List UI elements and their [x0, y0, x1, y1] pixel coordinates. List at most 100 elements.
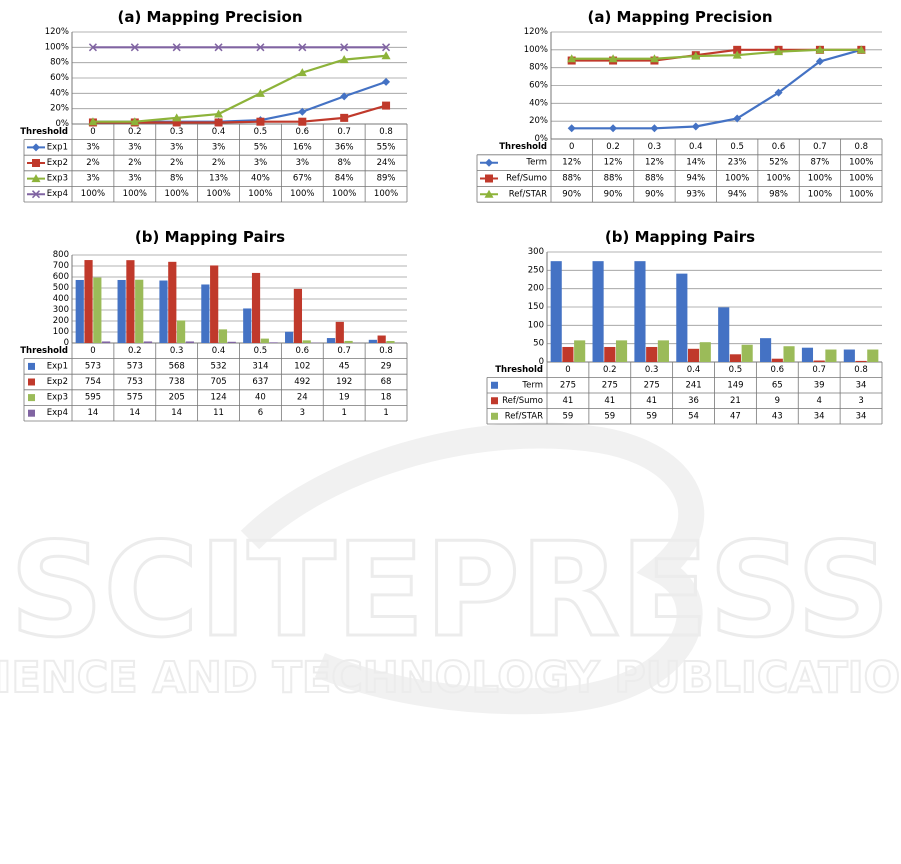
x-tick-label: 0.4 [212, 346, 226, 356]
data-point [382, 77, 391, 86]
data-point [340, 113, 349, 122]
legend-entry: Exp3 [28, 393, 68, 403]
data-point [381, 51, 391, 60]
table-header-threshold: Threshold [20, 127, 68, 137]
chart-title: (a) Mapping Precision [117, 8, 303, 26]
watermark-brand: SCITEPRESS [10, 514, 890, 666]
legend-label: Exp4 [47, 408, 68, 418]
legend-label: Ref/Sumo [502, 396, 543, 406]
bar [293, 288, 303, 343]
y-tick-label: 150 [528, 302, 544, 312]
bar [801, 347, 814, 362]
legend-marker [484, 189, 494, 198]
data-label: 93% [686, 189, 705, 199]
data-point [130, 43, 139, 52]
series-Exp1 [75, 279, 377, 343]
data-label: 8% [170, 174, 184, 184]
data-label: 4 [816, 396, 821, 406]
bar [227, 341, 236, 343]
legend-entry: Exp4 [28, 408, 68, 418]
data-label: 100% [81, 189, 105, 199]
x-tick-label: 0.6 [772, 142, 786, 152]
data-label: 19 [339, 393, 350, 403]
data-label: 3% [170, 142, 184, 152]
data-point [650, 124, 659, 133]
data-label: 102 [294, 361, 310, 371]
x-tick-label: 0 [90, 346, 95, 356]
data-point [256, 117, 265, 126]
x-tick-label: 0 [90, 127, 95, 137]
data-label: 5% [254, 142, 268, 152]
data-label: 14 [88, 408, 99, 418]
x-tick-label: 0.8 [379, 127, 393, 137]
panel-pairs-right: (b) Mapping Pairs 0 50 100 150 200 250 300 Thre… [475, 226, 885, 432]
data-label: 6 [258, 408, 263, 418]
bar [269, 342, 278, 343]
bar [159, 280, 168, 343]
data-label: 1 [383, 408, 388, 418]
bar [377, 335, 386, 343]
legend-entry: Exp3 [27, 174, 68, 184]
y-tick-label: 0% [56, 119, 70, 129]
bar [676, 273, 688, 362]
y-tick-label: 80% [529, 63, 548, 73]
y-tick-label: 100% [45, 42, 69, 52]
data-label: 59 [604, 411, 615, 421]
legend-entry: Ref/STAR [491, 411, 543, 421]
legend-swatch [491, 412, 498, 420]
data-label: 34 [814, 411, 825, 421]
legend-entry: Exp1 [27, 142, 68, 152]
y-tick-label: 20% [50, 104, 69, 114]
data-point [298, 117, 307, 126]
bar [813, 360, 825, 362]
x-tick-label: 0.4 [689, 142, 703, 152]
data-point [88, 117, 98, 126]
data-label: 573 [127, 361, 143, 371]
series-Exp2 [84, 260, 386, 343]
data-point [130, 117, 140, 126]
x-tick-label: 0.6 [296, 346, 310, 356]
data-label: 12% [645, 158, 664, 168]
bar [760, 338, 772, 362]
legend-entry: Exp1 [28, 361, 68, 371]
bar [302, 340, 311, 343]
y-tick-label: 400 [53, 294, 69, 304]
legend-marker [32, 159, 40, 167]
data-label: 55% [377, 142, 396, 152]
series-Term [567, 45, 866, 133]
data-point-stroke [130, 43, 139, 52]
bar [185, 341, 194, 343]
bar [218, 329, 228, 343]
data-point-stroke [340, 43, 349, 52]
data-point [255, 88, 265, 97]
data-label: 84% [335, 174, 354, 184]
y-tick-label: 100 [528, 320, 544, 330]
legend-label: Exp2 [47, 158, 68, 168]
data-label: 40% [251, 174, 270, 184]
series-Exp3 [88, 51, 391, 126]
bar [201, 284, 210, 343]
data-label: 149 [727, 380, 743, 390]
data-point [340, 43, 349, 52]
data-label: 100% [808, 189, 832, 199]
bar [688, 348, 700, 362]
data-label: 738 [169, 377, 185, 387]
legend-marker [32, 143, 40, 152]
series-Ref/STAR [567, 45, 866, 63]
data-label: 59 [563, 411, 574, 421]
data-label: 100% [290, 189, 314, 199]
legend-label: Exp4 [47, 189, 68, 199]
data-label: 637 [252, 377, 268, 387]
data-label: 100% [766, 174, 790, 184]
x-tick-label: 0.7 [337, 127, 351, 137]
series-Ref/Sumo [562, 346, 867, 362]
data-label: 54 [688, 411, 699, 421]
data-label: 568 [169, 361, 185, 371]
table-header-threshold: Threshold [20, 346, 68, 356]
bar [574, 340, 586, 362]
bar [243, 308, 252, 343]
data-label: 205 [169, 393, 185, 403]
data-label: 3% [296, 158, 310, 168]
data-label: 3 [858, 396, 863, 406]
bar [615, 340, 628, 362]
